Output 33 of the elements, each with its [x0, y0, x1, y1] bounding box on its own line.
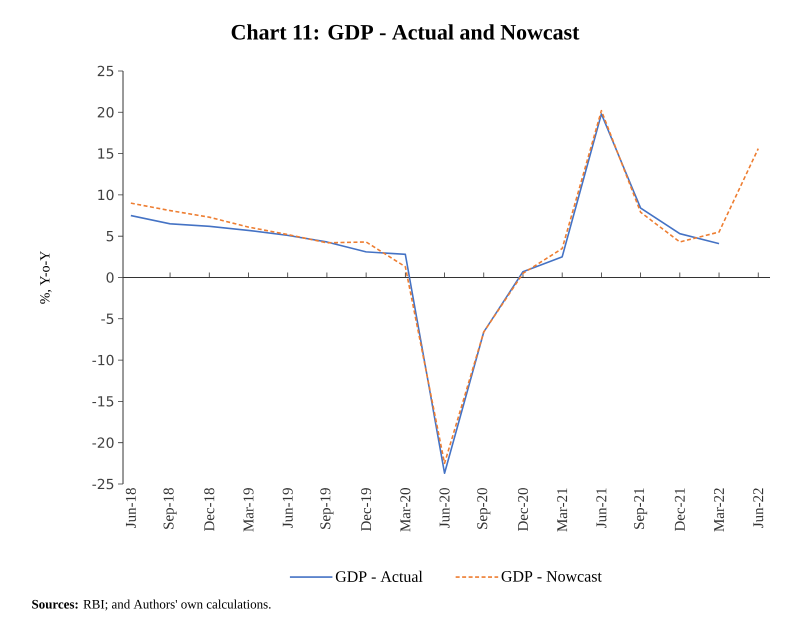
y-tick-label: -5: [101, 314, 114, 324]
y-tick-label: 10: [98, 190, 114, 200]
x-tick-label: Jun-20: [440, 488, 450, 528]
x-tick-label: Sep-20: [477, 488, 490, 529]
y-tick-label: 5: [106, 231, 114, 242]
y-tick-label: -20: [92, 437, 114, 448]
y-tick-label: -10: [92, 354, 114, 366]
y-tick-label: -15: [92, 396, 114, 407]
x-tick-label: Jun-18: [126, 488, 136, 528]
x-tick-label: Jun-19: [282, 488, 293, 528]
x-tick-label: Jun-22: [753, 488, 764, 528]
x-tick-label: Dec-18: [204, 488, 214, 532]
x-tick-label: Dec-20: [518, 488, 528, 532]
legend-label: GDP - Nowcast: [502, 571, 602, 582]
x-tick-label: Sep-18: [164, 488, 177, 529]
x-tick-label: Sep-19: [320, 488, 334, 529]
x-tick-label: Sep-21: [634, 488, 648, 529]
y-tick-label: 15: [98, 148, 114, 159]
y-tick-label: 25: [98, 66, 114, 76]
x-tick-label: Jun-21: [596, 488, 606, 528]
y-tick-label: 0: [106, 272, 114, 283]
y-tick-label: 20: [98, 107, 114, 118]
x-tick-label: Mar-21: [557, 488, 568, 532]
y-axis-title: %, Y-o-Y: [40, 251, 52, 304]
x-tick-label: Mar-19: [243, 488, 254, 532]
y-tick-label: -25: [92, 478, 114, 490]
x-tick-label: Dec-19: [361, 488, 372, 532]
x-tick-label: Dec-21: [674, 488, 685, 532]
x-tick-label: Mar-22: [714, 488, 724, 532]
legend-label: GDP - Actual: [336, 570, 423, 582]
chart-title: Chart 11: GDP - Actual and Nowcast: [232, 24, 580, 40]
text: Sources: RBI; and Authors' own calculations.: [32, 599, 271, 610]
x-tick-label: Mar-20: [400, 488, 410, 532]
